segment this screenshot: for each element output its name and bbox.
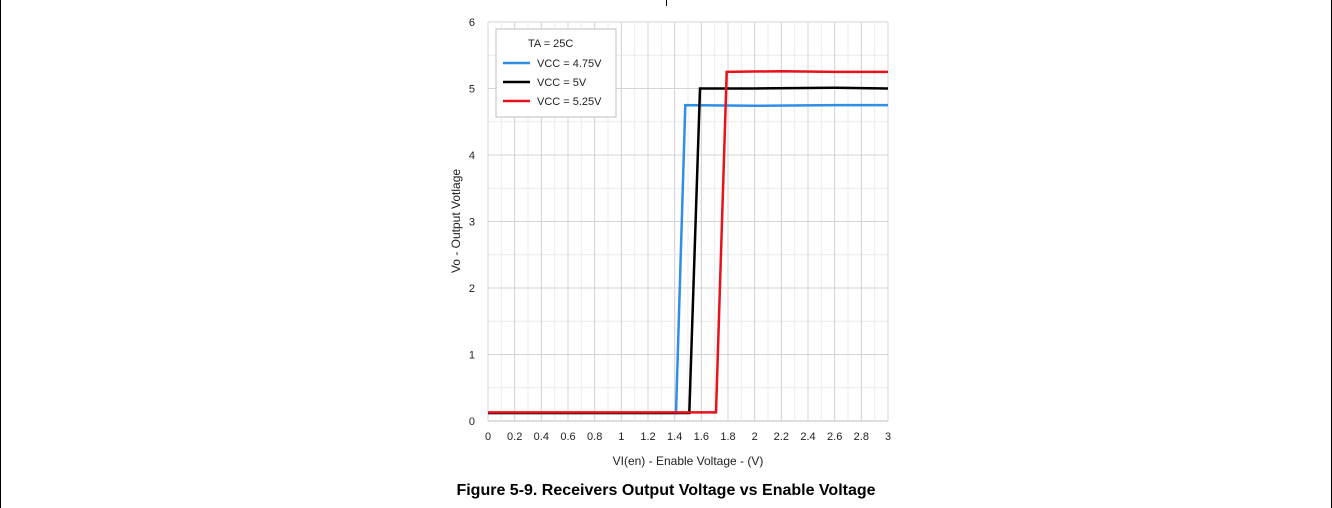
x-tick-label: 0.6 [560,431,575,443]
y-tick-label: 1 [469,350,475,362]
y-tick-labels: 0 1 2 3 4 5 6 [469,17,475,428]
x-tick-label: 2 [752,431,758,443]
y-tick-label: 3 [469,217,475,229]
legend-label-2: VCC = 5V [537,77,587,89]
legend-label-1: VCC = 4.75V [537,58,602,70]
figure-caption: Figure 5-9. Receivers Output Voltage vs … [456,482,876,499]
page-border-left [0,0,1,508]
legend-title: TA = 25C [528,38,573,50]
x-tick-label: 2.6 [827,431,842,443]
x-axis-title: VI(en) - Enable Voltage - (V) [613,454,764,468]
x-tick-label: 1.8 [720,431,735,443]
top-marker [666,0,667,6]
legend-label-3: VCC = 5.25V [537,96,602,108]
x-tick-label: 0.2 [507,431,522,443]
legend: TA = 25C VCC = 4.75V VCC = 5V VCC = 5.25V [495,28,617,118]
x-tick-label: 2.2 [774,431,789,443]
legend-box [495,28,617,118]
x-tick-label: 1.2 [640,431,655,443]
y-axis-title: Vo - Output Votlage [449,169,463,273]
x-tick-label: 2.4 [800,431,815,443]
x-tick-label: 3 [885,431,891,443]
x-tick-labels: 0 0.2 0.4 0.6 0.8 1 1.2 1.4 1.6 1.8 2 2.2 2.4 2.6 2.8 3 [485,431,891,443]
x-tick-label: 1.6 [694,431,709,443]
series-lines [488,69,889,415]
x-tick-label: 2.8 [854,431,869,443]
y-tick-label: 0 [469,416,475,428]
x-tick-label: 0.4 [534,431,549,443]
x-tick-label: 1.4 [667,431,682,443]
x-tick-label: 1 [618,431,624,443]
x-tick-label: 0 [485,431,491,443]
y-tick-label: 5 [469,84,475,96]
y-tick-label: 6 [469,17,475,29]
y-tick-label: 2 [469,283,475,295]
y-tick-label: 4 [469,150,475,162]
x-tick-label: 0.8 [587,431,602,443]
series-line-3 [488,69,888,414]
legend-entries: VCC = 4.75V VCC = 5V VCC = 5.25V [503,58,602,108]
chart: 0 0.2 0.4 0.6 0.8 1 1.2 1.4 1.6 1.8 2 2.2 2.4 2.6 2.8 3… [449,17,891,468]
